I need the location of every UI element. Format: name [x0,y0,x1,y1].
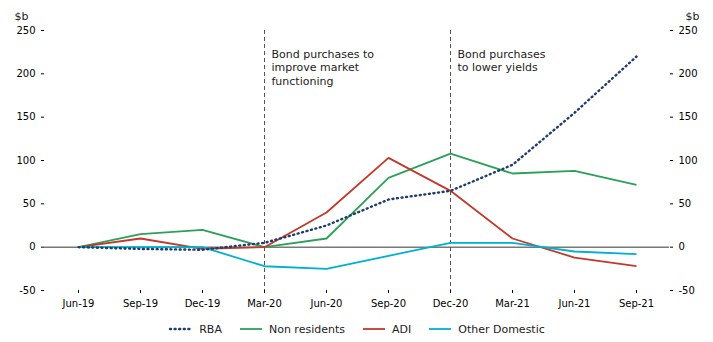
svg-text:100: 100 [16,155,35,166]
html-text:Other Domestic: Other Domestic [458,322,545,336]
svg-text:50: 50 [679,198,692,209]
svg-text:Mar-21: Mar-21 [495,298,530,309]
html-text:ADI: ADI [392,322,412,336]
svg-text:Jun-19: Jun-19 [62,298,95,309]
svg-text:Mar-20: Mar-20 [247,298,282,309]
svg-text:Bond purchasesto lower yields: Bond purchasesto lower yields [458,48,546,75]
svg-text:Bond purchases toimprove marke: Bond purchases toimprove marketfunctioni… [272,48,375,89]
svg-text:Sep-20: Sep-20 [371,298,406,309]
svg-text:250: 250 [16,25,35,36]
svg-text:250: 250 [679,25,698,36]
svg-text:0: 0 [29,241,35,252]
svg-text:200: 200 [16,68,35,79]
svg-text:Sep-19: Sep-19 [123,298,158,309]
svg-text:$b: $b [15,10,29,23]
svg-text:150: 150 [16,111,35,122]
svg-text:200: 200 [679,68,698,79]
svg-text:Jun-20: Jun-20 [310,298,343,309]
svg-text:100: 100 [679,155,698,166]
svg-text:0: 0 [679,241,685,252]
svg-text:Jun-21: Jun-21 [558,298,591,309]
svg-text:-50: -50 [679,285,695,296]
svg-text:Dec-20: Dec-20 [433,298,469,309]
html-text:Non residents: Non residents [268,322,345,336]
html-text:RBA: RBA [199,322,222,336]
svg-text:Dec-19: Dec-19 [185,298,221,309]
svg-text:$b: $b [686,10,700,23]
svg-text:Sep-21: Sep-21 [619,298,654,309]
svg-text:-50: -50 [19,285,35,296]
svg-text:150: 150 [679,111,698,122]
svg-text:50: 50 [23,198,36,209]
